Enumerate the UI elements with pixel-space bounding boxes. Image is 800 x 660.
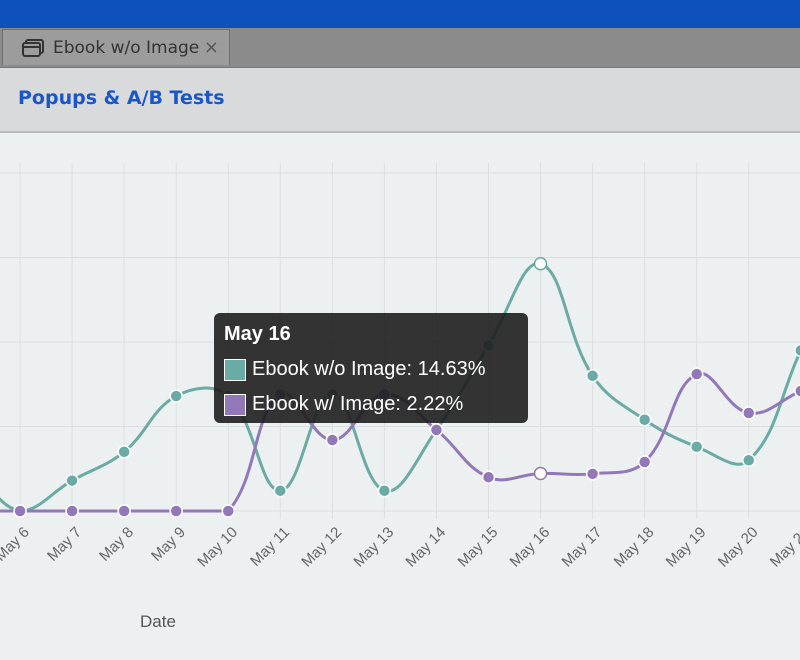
data-point	[637, 455, 652, 469]
tooltip-value: Ebook w/o Image: 14.63%	[252, 358, 486, 380]
data-point	[221, 504, 235, 518]
tooltip-value: Ebook w/ Image: 2.22%	[252, 393, 464, 415]
data-point	[742, 406, 756, 420]
data-point	[742, 453, 756, 468]
tab-ebook-wo-image[interactable]: Ebook w/o Image ×	[2, 29, 230, 65]
data-point	[533, 466, 548, 481]
window-icon	[22, 38, 44, 57]
x-tick-label: May 17	[559, 524, 606, 571]
legend-swatch	[224, 393, 246, 416]
x-tick-label: May 13	[350, 524, 397, 571]
data-point	[65, 504, 79, 518]
data-point	[689, 440, 704, 454]
data-point	[429, 423, 444, 437]
tooltip-row-series2: Ebook w/ Image: 2.22%	[224, 393, 463, 416]
x-tick-label: May 21	[767, 524, 800, 571]
data-point	[585, 467, 600, 481]
x-tick-label: May 16	[507, 524, 554, 571]
x-tick-label: May 20	[715, 524, 762, 571]
data-point	[117, 445, 131, 459]
x-tick-label: May 10	[194, 524, 241, 571]
x-tick-label: May 8	[96, 524, 137, 565]
top-bar	[0, 0, 800, 28]
data-point	[117, 504, 131, 518]
x-tick-label: May 11	[247, 524, 293, 570]
x-tick-label: May 18	[611, 524, 658, 571]
tooltip-title: May 16	[224, 323, 291, 345]
close-icon[interactable]: ×	[203, 37, 219, 58]
data-point	[169, 504, 183, 518]
data-point	[689, 367, 704, 381]
data-point	[65, 473, 79, 488]
tab-label: Ebook w/o Image	[53, 37, 200, 58]
data-point	[533, 257, 548, 271]
data-point	[794, 343, 800, 358]
data-point	[585, 369, 600, 383]
chart-tooltip: May 16 Ebook w/o Image: 14.63% Ebook w/ …	[214, 313, 528, 423]
data-point	[13, 504, 27, 518]
x-tick-label: May 7	[44, 524, 85, 565]
data-point	[794, 384, 800, 398]
data-point	[481, 470, 496, 484]
data-point	[169, 389, 183, 403]
x-tick-label: May 19	[663, 524, 710, 571]
data-point	[273, 483, 288, 498]
x-tick-label: May 6	[0, 524, 33, 565]
x-tick-label: May 15	[455, 524, 502, 571]
x-tick-label: May 12	[298, 524, 345, 571]
x-tick-label: May 9	[148, 524, 189, 565]
data-point	[377, 483, 392, 498]
page-title: Popups & A/B Tests	[18, 87, 225, 109]
tab-bar: Ebook w/o Image ×	[0, 28, 800, 68]
data-point	[325, 433, 340, 447]
x-axis-label: Date	[140, 612, 176, 631]
x-tick-label: May 14	[402, 524, 449, 571]
tooltip-row-series1: Ebook w/o Image: 14.63%	[224, 358, 485, 381]
legend-swatch	[224, 358, 246, 381]
data-point	[637, 412, 652, 427]
page-header: Popups & A/B Tests	[0, 68, 800, 133]
